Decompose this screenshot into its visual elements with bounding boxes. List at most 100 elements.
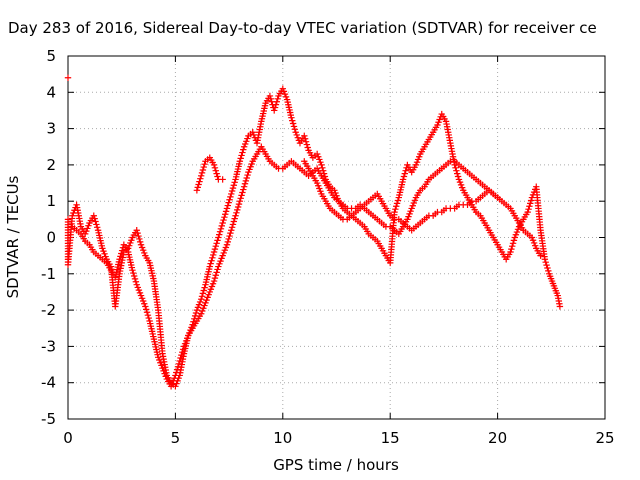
data-point (211, 274, 219, 282)
data-point (210, 251, 217, 259)
data-point (543, 261, 550, 269)
data-point (494, 194, 501, 201)
data-point (238, 152, 245, 159)
data-point (392, 205, 399, 213)
data-point (192, 309, 200, 317)
data-point (136, 235, 143, 243)
data-point (239, 189, 246, 196)
data-point (237, 195, 244, 202)
data-point (224, 202, 232, 209)
data-point (213, 269, 220, 276)
data-point (290, 123, 298, 130)
data-point (143, 309, 151, 316)
y-tick-label: 5 (46, 47, 56, 65)
data-point (274, 95, 281, 103)
data-point (197, 296, 205, 303)
data-point (228, 227, 235, 234)
data-point (241, 180, 249, 187)
data-point (132, 278, 140, 285)
data-point (509, 240, 517, 247)
data-point (93, 221, 100, 228)
data-point (227, 193, 234, 201)
data-point (218, 222, 225, 230)
data-point (214, 173, 221, 180)
data-point (240, 146, 247, 153)
x-tick-label: 20 (488, 429, 507, 447)
data-point (195, 181, 202, 188)
data-point (556, 303, 564, 310)
data-point (118, 247, 126, 254)
y-tick-label: 4 (46, 83, 56, 101)
data-point (208, 257, 215, 264)
y-tick-label: 1 (46, 192, 56, 210)
data-point (233, 209, 240, 217)
data-point (197, 172, 205, 179)
x-tick-label: 10 (273, 429, 292, 447)
data-point (508, 245, 515, 253)
data-point (177, 354, 184, 362)
data-point (244, 171, 251, 179)
data-point (214, 237, 221, 244)
data-point (225, 199, 232, 206)
data-point (525, 205, 532, 213)
data-point (64, 74, 72, 81)
data-point (394, 197, 402, 204)
data-point (226, 196, 233, 203)
data-point (231, 179, 238, 186)
data-point (402, 167, 409, 174)
data-point (172, 372, 179, 379)
y-tick-label: -4 (41, 374, 56, 392)
data-point (510, 237, 518, 244)
data-point (213, 240, 220, 247)
y-tick-label: 3 (46, 120, 56, 138)
data-point (509, 243, 516, 250)
data-point (201, 284, 208, 291)
data-point (200, 163, 207, 171)
data-point (228, 224, 236, 231)
data-point (272, 101, 280, 108)
data-point (393, 203, 400, 210)
y-tick-label: 0 (46, 229, 56, 247)
data-point (206, 263, 213, 270)
data-point (237, 155, 244, 162)
data-point (209, 254, 216, 262)
data-point (234, 206, 241, 214)
data-point (289, 117, 296, 124)
data-points (64, 74, 564, 390)
data-point (219, 176, 226, 183)
data-point (454, 170, 461, 177)
y-tick-label: -5 (41, 410, 56, 428)
data-point (301, 132, 308, 140)
data-point (302, 138, 310, 145)
data-point (303, 141, 311, 148)
data-point (178, 351, 185, 359)
data-point (267, 95, 274, 103)
x-tick-label: 0 (63, 429, 73, 447)
data-point (142, 303, 149, 310)
data-point (118, 250, 125, 257)
data-point (236, 158, 244, 165)
data-point (271, 107, 278, 114)
data-point (216, 228, 224, 235)
data-point (288, 114, 295, 121)
axis-ticks: 0 5 10 15 20 25 -5 -4 -3 -2 -1 0 1 2 3 4 5 (41, 47, 615, 447)
data-point (400, 173, 408, 180)
data-point (221, 213, 228, 221)
data-point (230, 218, 238, 225)
data-point (144, 311, 152, 319)
data-point (211, 245, 219, 253)
data-point (179, 346, 187, 353)
data-point (544, 264, 551, 272)
data-point (199, 166, 207, 174)
data-point (200, 287, 207, 294)
data-point (527, 200, 534, 207)
data-point (210, 277, 218, 285)
data-point (213, 170, 220, 177)
data-point (304, 144, 311, 151)
data-point (210, 248, 218, 256)
y-axis-label: SDTVAR / TECUs (4, 175, 22, 298)
data-point (224, 238, 232, 246)
data-point (135, 232, 142, 240)
data-point (217, 225, 225, 232)
